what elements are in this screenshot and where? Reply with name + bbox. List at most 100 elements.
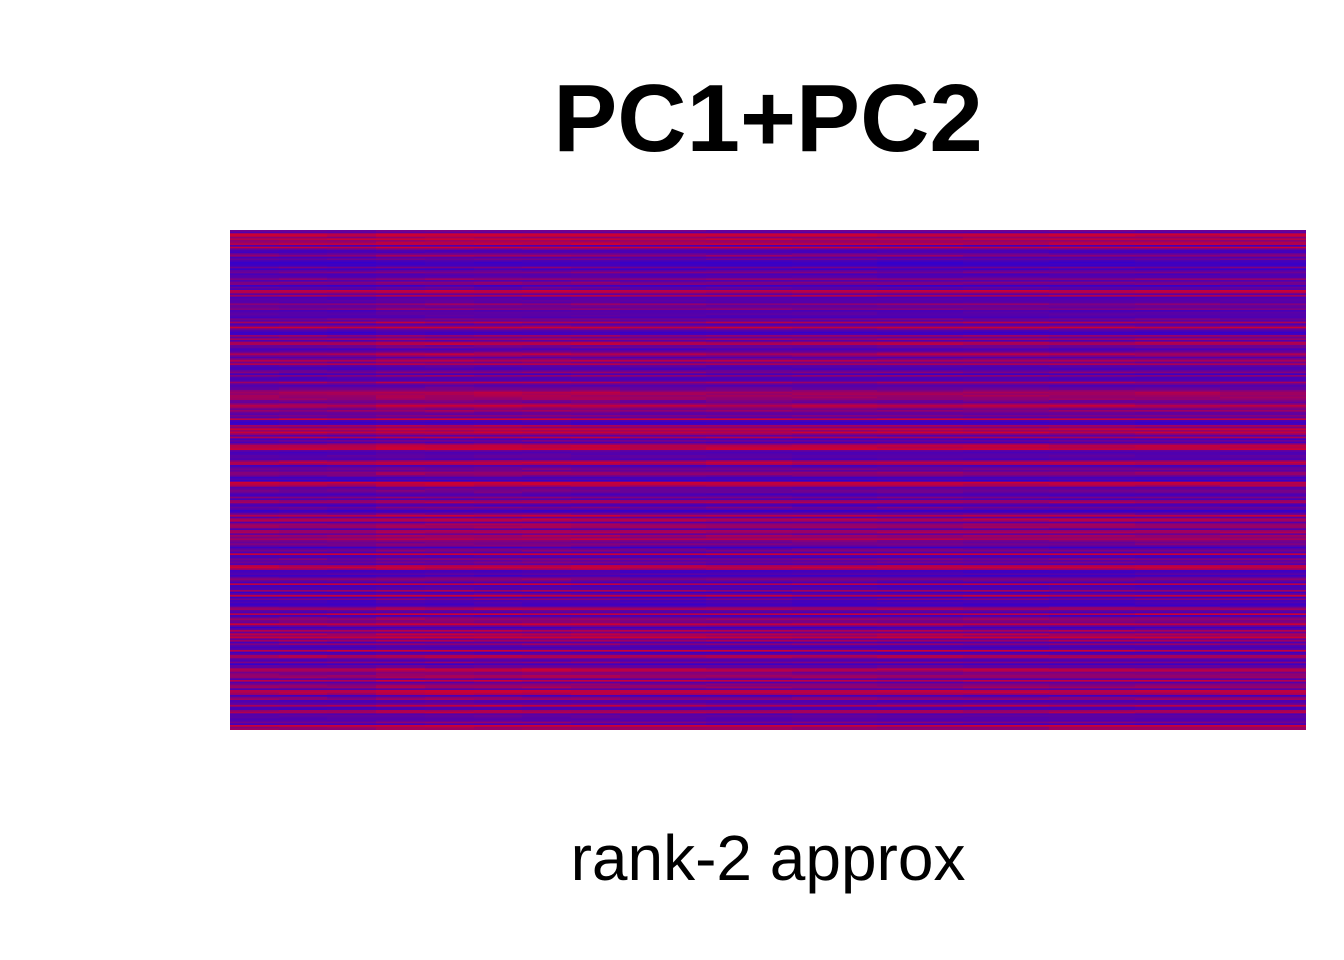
heatmap-cell [474, 256, 522, 259]
heatmap-cell [1049, 665, 1135, 668]
heatmap-cell [522, 515, 571, 518]
heatmap-cell [571, 566, 620, 569]
heatmap-cell [327, 608, 376, 611]
heatmap-cell [474, 456, 522, 459]
heatmap-cell [279, 246, 327, 249]
heatmap-cell [620, 586, 706, 589]
heatmap-cell [571, 535, 620, 538]
heatmap-cell [963, 350, 1049, 353]
heatmap-cell [425, 271, 474, 274]
heatmap-cell [279, 255, 327, 258]
heatmap-cell [425, 728, 474, 730]
heatmap-cell [522, 610, 571, 613]
heatmap-cell [279, 290, 327, 293]
heatmap-cell [792, 245, 877, 248]
heatmap-cell [877, 663, 963, 666]
heatmap-cell [1135, 321, 1220, 324]
heatmap-cell [706, 268, 792, 271]
heatmap-cell [620, 303, 706, 306]
heatmap-cell [425, 478, 474, 481]
heatmap-cell [571, 601, 620, 604]
heatmap-cell [522, 663, 571, 666]
heatmap-cell [877, 421, 963, 424]
heatmap-cell [571, 540, 620, 543]
heatmap-cell [230, 458, 279, 461]
heatmap-cell [522, 295, 571, 298]
heatmap-cell [474, 448, 522, 451]
heatmap-cell [620, 263, 706, 266]
heatmap-cell [706, 566, 792, 569]
heatmap-cell [279, 388, 327, 391]
heatmap-cell [474, 481, 522, 484]
heatmap-cell [571, 300, 620, 303]
heatmap-cell [1135, 613, 1220, 616]
heatmap-cell [327, 325, 376, 328]
heatmap-cell [425, 580, 474, 583]
heatmap-cell [571, 331, 620, 334]
heatmap-cell [963, 471, 1049, 474]
heatmap-cell [279, 670, 327, 673]
heatmap-cell [1135, 326, 1220, 329]
heatmap-cell [1220, 536, 1306, 539]
heatmap-cell [1049, 513, 1135, 516]
heatmap-cell [230, 588, 279, 591]
heatmap-cell [706, 243, 792, 246]
heatmap-cell [877, 483, 963, 486]
heatmap-cell [620, 701, 706, 704]
heatmap-cell [1220, 486, 1306, 489]
heatmap-cell [1135, 353, 1220, 356]
heatmap-cell [327, 316, 376, 319]
heatmap-cell [522, 358, 571, 361]
heatmap-cell [425, 425, 474, 428]
heatmap-cell [474, 590, 522, 593]
heatmap-cell [963, 445, 1049, 448]
heatmap-cell [230, 553, 279, 556]
heatmap-cell [474, 580, 522, 583]
heatmap-cell [522, 690, 571, 693]
heatmap-cell [230, 550, 279, 553]
heatmap-cell [620, 716, 706, 719]
heatmap-cell [620, 408, 706, 411]
heatmap-cell [792, 513, 877, 516]
heatmap-cell [230, 248, 279, 251]
heatmap-cell [376, 576, 425, 579]
heatmap-cell [792, 611, 877, 614]
heatmap-cell [522, 261, 571, 264]
heatmap-cell [1049, 265, 1135, 268]
heatmap-cell [1135, 503, 1220, 506]
heatmap-cell [279, 295, 327, 298]
heatmap-cell [792, 603, 877, 606]
heatmap-cell [1220, 600, 1306, 603]
heatmap-cell [230, 666, 279, 669]
heatmap-cell [279, 616, 327, 619]
heatmap-cell [1220, 675, 1306, 678]
heatmap-cell [474, 661, 522, 664]
heatmap-cell [522, 238, 571, 241]
heatmap-cell [877, 676, 963, 679]
heatmap-cell [1220, 475, 1306, 478]
heatmap-cell [1220, 283, 1306, 286]
heatmap-cell [522, 280, 571, 283]
heatmap-cell [963, 540, 1049, 543]
heatmap-cell [376, 561, 425, 564]
heatmap-cell [522, 428, 571, 431]
heatmap-cell [620, 623, 706, 626]
heatmap-cell [522, 701, 571, 704]
heatmap-cell [792, 673, 877, 676]
heatmap-cell [1049, 586, 1135, 589]
heatmap-cell [230, 433, 279, 436]
heatmap-cell [620, 693, 706, 696]
heatmap-cell [425, 510, 474, 513]
heatmap-cell [963, 253, 1049, 256]
heatmap-cell [877, 410, 963, 413]
heatmap-cell [706, 388, 792, 391]
heatmap-cell [963, 465, 1049, 468]
heatmap-cell [522, 318, 571, 321]
heatmap-cell [230, 405, 279, 408]
heatmap-cell [620, 276, 706, 279]
heatmap-cell [279, 685, 327, 688]
heatmap-cell [963, 673, 1049, 676]
heatmap-cell [792, 456, 877, 459]
heatmap-cell [1135, 415, 1220, 418]
heatmap-cell [963, 480, 1049, 483]
